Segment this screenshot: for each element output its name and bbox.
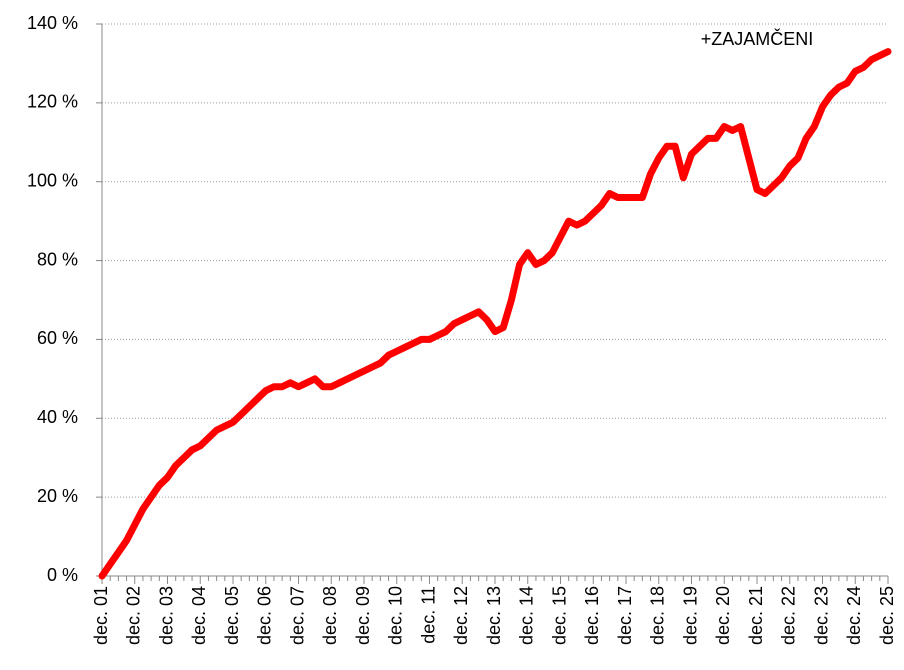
x-tick-label: dec. 18 bbox=[648, 586, 668, 645]
y-tick-label: 100 % bbox=[27, 170, 78, 190]
x-tick-label: dec. 25 bbox=[877, 586, 897, 645]
x-tick-label: dec. 09 bbox=[353, 586, 373, 645]
x-tick-label: dec. 20 bbox=[713, 586, 733, 645]
x-tick-label: dec. 22 bbox=[779, 586, 799, 645]
x-tick-label: dec. 23 bbox=[811, 586, 831, 645]
x-tick-label: dec. 06 bbox=[255, 586, 275, 645]
y-tick-label: 20 % bbox=[37, 486, 78, 506]
x-tick-label: dec. 13 bbox=[484, 586, 504, 645]
x-tick-label: dec. 02 bbox=[124, 586, 144, 645]
x-tick-label: dec. 08 bbox=[320, 586, 340, 645]
x-tick-label: dec. 07 bbox=[287, 586, 307, 645]
y-tick-label: 80 % bbox=[37, 249, 78, 269]
x-tick-label: dec. 16 bbox=[582, 586, 602, 645]
x-tick-label: dec. 14 bbox=[517, 586, 537, 645]
x-tick-label: dec. 11 bbox=[418, 586, 438, 644]
y-tick-label: 140 % bbox=[27, 13, 78, 33]
x-tick-label: dec. 05 bbox=[222, 586, 242, 645]
x-tick-label: dec. 03 bbox=[156, 586, 176, 645]
y-tick-label: 0 % bbox=[47, 565, 78, 585]
x-tick-label: dec. 10 bbox=[386, 586, 406, 645]
y-tick-label: 60 % bbox=[37, 328, 78, 348]
x-tick-label: dec. 01 bbox=[91, 586, 111, 645]
x-tick-label: dec. 19 bbox=[680, 586, 700, 645]
x-tick-label: dec. 24 bbox=[844, 586, 864, 645]
x-tick-label: dec. 17 bbox=[615, 586, 635, 645]
x-tick-label: dec. 21 bbox=[746, 586, 766, 645]
y-tick-label: 120 % bbox=[27, 92, 78, 112]
annotation: +ZAJAMČENI bbox=[701, 28, 814, 49]
x-tick-label: dec. 15 bbox=[549, 586, 569, 645]
x-tick-label: dec. 12 bbox=[451, 586, 471, 645]
x-tick-label: dec. 04 bbox=[189, 586, 209, 645]
data-line bbox=[98, 48, 892, 580]
y-tick-label: 40 % bbox=[37, 407, 78, 427]
